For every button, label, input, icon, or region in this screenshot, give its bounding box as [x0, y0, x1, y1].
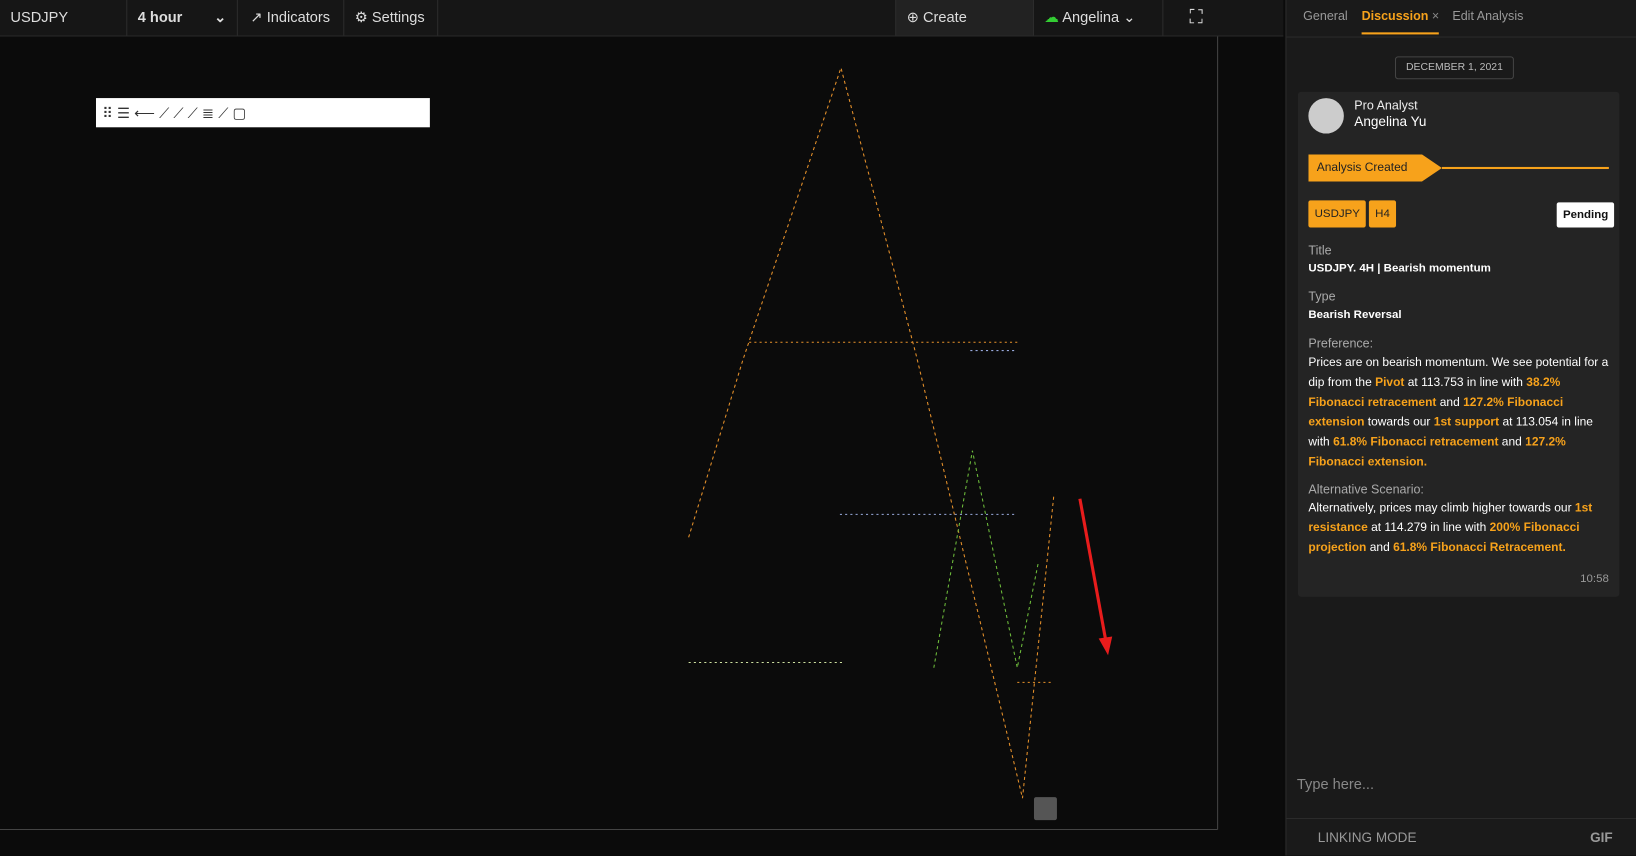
toolbar-icons: ⠿ ☰ ⟵ ⟋ ⟋ ⟋ ≣ ⟋ ▢ [102, 105, 246, 122]
type: Bearish Reversal [1308, 308, 1402, 322]
highlight: Pivot [1375, 376, 1405, 390]
drawing-toolbar[interactable] [95, 98, 430, 128]
text: at 113.753 in line with [1404, 376, 1527, 390]
top-bar: USDJPY 4 hour ⌄ ↗ Indicators ⚙ Settings ⊕… [0, 0, 1284, 58]
type-label: Type [1308, 289, 1336, 304]
status-flag: Analysis Created [1308, 154, 1442, 182]
role: Pro Analyst [1354, 98, 1418, 113]
side-panel: General Discussion × Edit Analysis DECEM… [1285, 0, 1636, 856]
title-label: Title [1308, 243, 1332, 258]
highlight: 200% Fibonacci projection [1308, 521, 1580, 555]
text: and [1498, 436, 1526, 449]
close[interactable]: × [1431, 8, 1440, 23]
status-line [1441, 166, 1609, 170]
tab-active[interactable]: Discussion × [1361, 8, 1440, 35]
tab[interactable]: General [1303, 8, 1348, 23]
divider [1286, 818, 1636, 820]
avatar [1308, 98, 1344, 134]
status-text: Analysis Created [1316, 161, 1408, 175]
arrow-head [1098, 636, 1113, 656]
highlight: 61.8% Fibonacci retracement [1333, 436, 1499, 449]
tag: USDJPY [1308, 200, 1367, 228]
alternative: Alternatively, prices may climb higher t… [1308, 499, 1611, 558]
timeframe[interactable]: 4 hour ⌄ [127, 0, 238, 36]
message-card: Pro Analyst Angelina Yu Analysis Created… [1297, 91, 1620, 597]
preference-label: Preference: [1308, 335, 1374, 351]
indicators-button[interactable]: ↗ Indicators [240, 0, 345, 36]
chart-bg [0, 36, 1284, 856]
text: at 113.054 in line with [1308, 416, 1593, 449]
tab[interactable]: Edit Analysis [1452, 8, 1524, 23]
indicators-text: Indicators [266, 8, 331, 26]
tag: H4 [1368, 200, 1397, 228]
time: 10:58 [1580, 572, 1609, 586]
highlight: 127.2% Fibonacci extension [1308, 396, 1564, 429]
fullscreen-button[interactable]: ⛶ [1189, 6, 1203, 28]
arrow [1078, 498, 1108, 642]
highlight: 38.2% Fibonacci retracement [1308, 376, 1561, 410]
highlight: 127.2% Fibonacci extension. [1308, 436, 1566, 469]
cloud-icon: ☁ [1044, 8, 1060, 26]
preference: Prices are on bearish momentum. We see p… [1308, 354, 1611, 473]
user-text: Angelina [1062, 8, 1120, 26]
user-menu[interactable]: ☁ Angelina ⌄ [1034, 0, 1164, 36]
symbol[interactable]: USDJPY [0, 0, 128, 36]
state-badge: Pending [1556, 202, 1615, 228]
text: Prices are on bearish momentum. We see p… [1308, 356, 1609, 390]
message-input[interactable]: Type here... [1296, 775, 1375, 792]
drawings [688, 65, 1113, 799]
linking-mode[interactable]: LINKING MODE [1317, 829, 1417, 846]
zigzag-green [933, 450, 1039, 668]
text: towards our [1364, 416, 1434, 429]
alternative-label: Alternative Scenario: [1308, 482, 1424, 497]
timeframe-text: 4 hour [137, 8, 183, 26]
divider [1286, 36, 1636, 38]
zigzag [688, 65, 1055, 799]
title: USDJPY. 4H | Bearish momentum [1308, 261, 1491, 275]
tab-text: Discussion [1361, 8, 1429, 23]
create-analysis-button[interactable]: ⊕ Create Analysis [895, 0, 1034, 58]
text: at 114.279 in line with [1367, 521, 1490, 535]
text: Alternatively, prices may climb higher t… [1308, 501, 1575, 515]
text: and [1366, 541, 1394, 555]
highlight: 61.8% Fibonacci Retracement. [1393, 541, 1566, 555]
date-chip: DECEMBER 1, 2021 [1394, 56, 1514, 80]
chevron: ⌄ [214, 8, 227, 26]
settings-button[interactable]: ⚙ Settings [344, 0, 439, 36]
chart: ⠿ ☰ ⟵ ⟋ ⟋ ⟋ ≣ ⟋ ▢ [0, 36, 1284, 856]
settings-text: Settings [371, 8, 425, 26]
text: and [1436, 396, 1464, 410]
gif-button[interactable]: GIF [1590, 829, 1613, 846]
author: Angelina Yu [1354, 113, 1427, 130]
highlight: 1st resistance [1308, 501, 1593, 535]
hint-button[interactable] [1033, 797, 1057, 821]
highlight: 1st support [1433, 416, 1500, 429]
